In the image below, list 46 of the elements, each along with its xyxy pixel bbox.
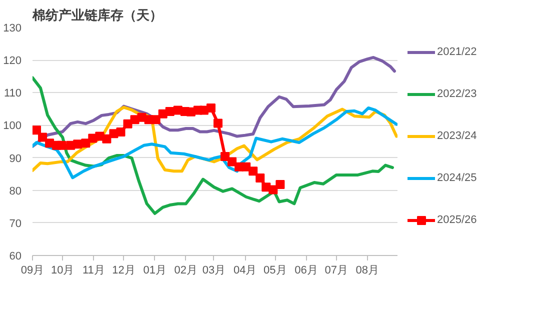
point bbox=[123, 119, 132, 128]
point bbox=[57, 140, 66, 150]
point bbox=[165, 107, 174, 116]
x-tick-label: 03月 bbox=[202, 264, 226, 276]
point bbox=[206, 103, 216, 112]
point bbox=[228, 157, 237, 166]
x-tick-label: 06月 bbox=[294, 264, 318, 276]
point bbox=[38, 132, 48, 142]
point bbox=[116, 128, 126, 137]
legend-label: 2024/25 bbox=[437, 172, 477, 184]
x-tick-label: 12月 bbox=[112, 264, 136, 276]
y-tick-label: 110 bbox=[4, 88, 22, 100]
point bbox=[268, 185, 278, 194]
y-tick-label: 100 bbox=[3, 120, 22, 132]
chart-title: 棉纺产业链库存（天） bbox=[32, 8, 162, 22]
x-tick-label: 09月 bbox=[20, 264, 44, 276]
x-tick-label: 11月 bbox=[82, 264, 105, 276]
legend-label: 2022/23 bbox=[437, 88, 477, 100]
point bbox=[276, 180, 285, 189]
x-tick-label: 08月 bbox=[356, 264, 380, 276]
line-series bbox=[32, 76, 394, 215]
line-series bbox=[32, 56, 396, 148]
point bbox=[220, 152, 230, 161]
legend-label: 2021/22 bbox=[437, 46, 477, 58]
point bbox=[248, 166, 258, 176]
point bbox=[151, 115, 160, 124]
y-tick-label: 130 bbox=[3, 22, 22, 34]
legend-label: 2025/26 bbox=[437, 214, 477, 226]
point bbox=[102, 134, 112, 144]
point bbox=[32, 126, 42, 135]
y-tick-label: 80 bbox=[9, 185, 22, 198]
point bbox=[256, 173, 265, 182]
point bbox=[81, 138, 90, 148]
x-tick-label: 01月 bbox=[143, 264, 166, 276]
x-tick-label: 02月 bbox=[174, 264, 198, 276]
x-tick-label: 10月 bbox=[50, 264, 74, 276]
y-tick-label: 70 bbox=[9, 218, 22, 230]
x-tick-label: 07月 bbox=[324, 264, 348, 276]
y-tick-label: 60 bbox=[9, 250, 22, 262]
point bbox=[73, 140, 82, 149]
x-tick-label: 05月 bbox=[264, 264, 287, 276]
x-tick-label: 04月 bbox=[233, 264, 257, 276]
legend-label: 2023/24 bbox=[437, 130, 477, 142]
point bbox=[214, 118, 223, 128]
y-tick-label: 90 bbox=[9, 152, 22, 165]
y-tick-label: 120 bbox=[3, 55, 22, 68]
